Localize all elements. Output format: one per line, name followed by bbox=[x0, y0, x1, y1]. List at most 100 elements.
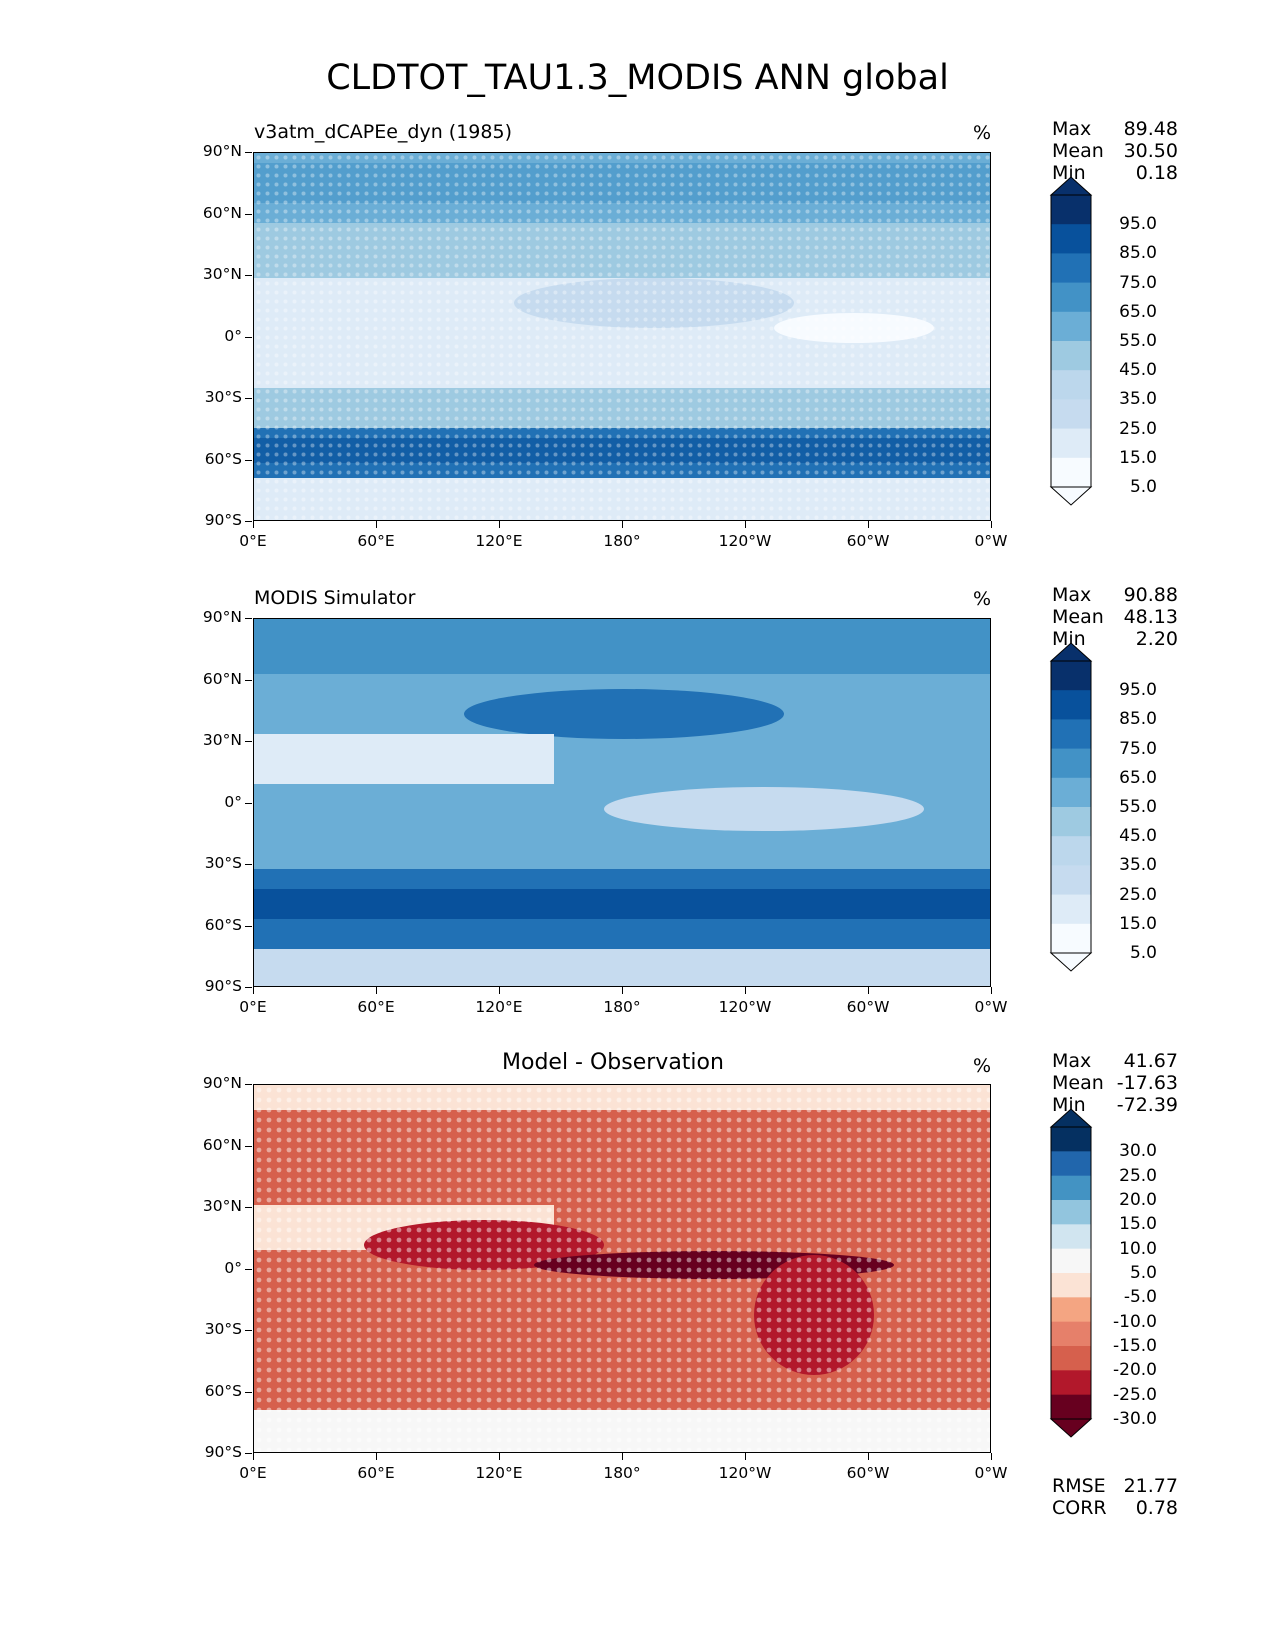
lat-tick-mark bbox=[245, 987, 252, 989]
stat-label: Mean bbox=[1052, 140, 1104, 162]
colorbar-tick-label: 35.0 bbox=[1119, 855, 1157, 876]
stat-value: 89.48 bbox=[1123, 118, 1178, 140]
stat-label: Min bbox=[1052, 162, 1086, 184]
lat-tick-mark bbox=[245, 336, 252, 338]
colorbar-segment bbox=[1051, 195, 1091, 225]
lat-tick-mark bbox=[245, 1207, 252, 1209]
colorbar-segment bbox=[1051, 1346, 1091, 1371]
colorbar-segment bbox=[1051, 1175, 1091, 1201]
map-difference bbox=[253, 1084, 991, 1453]
lon-tick-mark bbox=[745, 987, 747, 994]
lon-tick-label: 60°E bbox=[357, 532, 395, 550]
colorbar-tick-label: 30.0 bbox=[1119, 1141, 1157, 1162]
colorbar-segment bbox=[1051, 1370, 1091, 1396]
lat-tick-label: 90°S bbox=[204, 1443, 242, 1461]
lat-tick-mark bbox=[245, 213, 252, 215]
colorbar-segment bbox=[1051, 1321, 1091, 1347]
lon-tick-mark bbox=[868, 521, 870, 528]
lat-tick-label: 0° bbox=[224, 1258, 242, 1277]
colorbar-extend-min bbox=[1049, 1418, 1093, 1438]
colorbar-extend-max bbox=[1049, 176, 1093, 196]
lon-tick-label: 0°E bbox=[239, 998, 267, 1016]
colorbar-tick-label: -25.0 bbox=[1113, 1384, 1157, 1405]
colorbar-segment bbox=[1051, 894, 1091, 925]
colorbar-tick-label: -15.0 bbox=[1113, 1336, 1157, 1356]
metric-value: 0.78 bbox=[1135, 1497, 1178, 1519]
colorbar-segment bbox=[1051, 807, 1091, 837]
colorbar-segment bbox=[1051, 865, 1091, 896]
panel-difference-units: % bbox=[973, 1055, 992, 1077]
lat-tick-label: 30°N bbox=[202, 731, 242, 749]
colorbar bbox=[1049, 1108, 1093, 1438]
lon-tick-label: 180° bbox=[603, 998, 641, 1016]
colorbar-segment bbox=[1051, 282, 1091, 313]
stat-value: 90.88 bbox=[1123, 584, 1178, 606]
colorbar-tick-label: 15.0 bbox=[1119, 447, 1157, 468]
map-difference-canvas bbox=[254, 1085, 990, 1452]
stat-value: 2.20 bbox=[1135, 628, 1178, 650]
lat-tick-label: 60°N bbox=[202, 1135, 242, 1154]
lon-tick-label: 120°E bbox=[475, 998, 523, 1016]
lat-tick-label: 90°N bbox=[202, 142, 242, 160]
lat-tick-mark bbox=[245, 1268, 252, 1270]
lat-tick-mark bbox=[245, 802, 252, 804]
lon-tick-mark bbox=[499, 987, 501, 994]
colorbar-segment bbox=[1051, 370, 1091, 400]
colorbar-tick-label: 25.0 bbox=[1119, 1165, 1157, 1186]
colorbar-tick-label: 75.0 bbox=[1119, 272, 1157, 293]
lon-tick-mark bbox=[991, 1453, 993, 1460]
panel-reference-title: MODIS Simulator bbox=[254, 587, 416, 609]
lon-tick-label: 0°W bbox=[974, 998, 1008, 1016]
colorbar-segment bbox=[1051, 1248, 1091, 1274]
colorbar-tick-label: 10.0 bbox=[1119, 1238, 1157, 1259]
lat-tick-mark bbox=[245, 864, 252, 866]
colorbar-tick-label: 5.0 bbox=[1129, 943, 1157, 963]
colorbar-segment bbox=[1051, 1394, 1091, 1420]
metric-label: CORR bbox=[1052, 1497, 1107, 1519]
lon-tick-mark bbox=[622, 521, 624, 528]
colorbar-segment bbox=[1051, 428, 1091, 459]
lat-tick-label: 60°N bbox=[202, 203, 242, 222]
colorbar-tick-label: 5.0 bbox=[1129, 477, 1157, 497]
colorbar-extend-min bbox=[1049, 486, 1093, 506]
map-test-cloud-fraction bbox=[253, 152, 991, 521]
colorbar-segment bbox=[1051, 661, 1091, 691]
stat-label: Max bbox=[1052, 584, 1092, 606]
lon-tick-label: 120°W bbox=[718, 998, 772, 1016]
panel-reference-units: % bbox=[973, 588, 992, 610]
lat-tick-label: 60°N bbox=[202, 669, 242, 688]
figure-title: CLDTOT_TAU1.3_MODIS ANN global bbox=[326, 58, 949, 98]
colorbar-tick-label: 85.0 bbox=[1119, 243, 1157, 264]
colorbar-tick-label: 45.0 bbox=[1119, 826, 1157, 847]
colorbar-segment bbox=[1051, 1200, 1091, 1225]
map-reference-cloud-fraction bbox=[253, 618, 991, 987]
lon-tick-label: 60°E bbox=[357, 1464, 395, 1482]
colorbar-segment bbox=[1051, 836, 1091, 866]
stat-value: 41.67 bbox=[1123, 1050, 1178, 1072]
stat-label: Mean bbox=[1052, 606, 1104, 628]
colorbar-tick-label: -30.0 bbox=[1113, 1409, 1157, 1429]
lat-tick-mark bbox=[245, 679, 252, 681]
lon-tick-label: 0°W bbox=[974, 532, 1008, 550]
stat-value: 30.50 bbox=[1123, 140, 1178, 162]
colorbar-tick-label: 15.0 bbox=[1119, 913, 1157, 934]
colorbar-segment bbox=[1051, 253, 1091, 284]
colorbar bbox=[1049, 176, 1093, 506]
lon-tick-mark bbox=[622, 1453, 624, 1460]
lon-tick-label: 60°W bbox=[846, 532, 890, 550]
panel-difference-title: Model - Observation bbox=[502, 1050, 724, 1075]
lat-tick-mark bbox=[245, 521, 252, 523]
colorbar-tick-label: 45.0 bbox=[1119, 360, 1157, 381]
colorbar-tick-label: -5.0 bbox=[1123, 1287, 1157, 1308]
lon-tick-mark bbox=[499, 521, 501, 528]
colorbar-tick-label: 95.0 bbox=[1119, 214, 1157, 235]
colorbar-segment bbox=[1051, 690, 1091, 720]
lon-tick-label: 180° bbox=[603, 1464, 641, 1482]
colorbar-segment bbox=[1051, 1224, 1091, 1250]
colorbar-segment bbox=[1051, 1273, 1091, 1298]
colorbar-segment bbox=[1051, 1297, 1091, 1323]
colorbar-segment bbox=[1051, 341, 1091, 371]
colorbar-segment bbox=[1051, 777, 1091, 808]
colorbar-segment bbox=[1051, 719, 1091, 750]
lat-tick-mark bbox=[245, 1391, 252, 1393]
